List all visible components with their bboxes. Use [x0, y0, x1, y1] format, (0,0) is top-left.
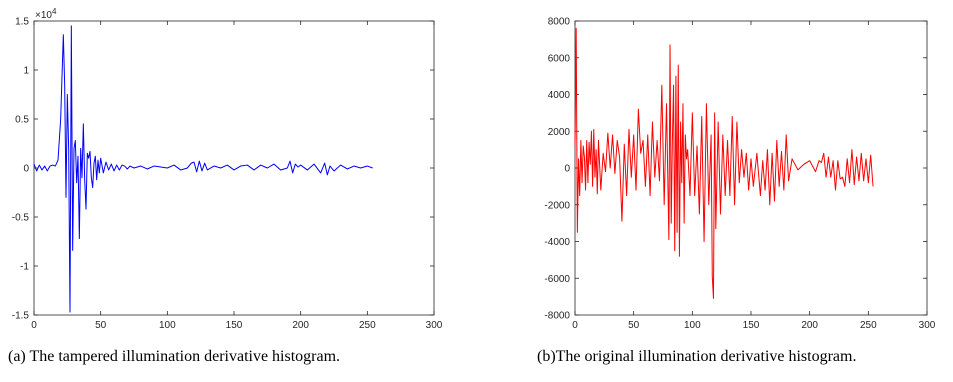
chart-0-x-tick-label: 200 — [292, 320, 309, 331]
chart-1-x-tick: 0 — [572, 21, 578, 331]
caption-original: (b)The original illumination derivative … — [537, 348, 857, 365]
chart-0-y-exponent-base: ×10 — [35, 10, 52, 21]
chart-0-y-exponent-power: 4 — [52, 7, 57, 16]
chart-0-y-tick: 1.5 — [15, 17, 434, 28]
chart-0-y-tick-label: 1 — [23, 66, 29, 77]
chart-1-x-tick-label: 0 — [572, 320, 578, 331]
chart-1-plot-area — [574, 20, 928, 316]
chart-0-x-tick-label: 300 — [426, 320, 443, 331]
chart-1-x-tick-label: 250 — [860, 320, 877, 331]
chart-1-x-tick: 250 — [860, 21, 877, 331]
chart-0-x-tick: 200 — [292, 21, 309, 331]
chart-0-x-tick-label: 150 — [226, 320, 243, 331]
chart-1-y-tick-label: 4000 — [548, 90, 571, 101]
chart-0-x-tick-label: 100 — [159, 320, 176, 331]
chart-0-y-tick: 0.5 — [15, 115, 434, 126]
chart-0-y-tick-label: -1.5 — [12, 311, 30, 322]
chart-0-y-tick-label: -1 — [20, 262, 29, 273]
chart-1-x-tick: 100 — [684, 21, 701, 331]
chart-1-y-tick: -8000 — [544, 311, 927, 322]
chart-1-y-tick-label: -2000 — [544, 200, 570, 211]
chart-0-plot-area — [33, 20, 435, 316]
chart-1-y-tick: -4000 — [544, 237, 927, 248]
chart-1-y-tick: 8000 — [548, 17, 927, 28]
chart-0-y-tick-label: 0 — [23, 164, 29, 175]
chart-0-x-tick: 50 — [95, 21, 107, 331]
chart-1-y-tick: -6000 — [544, 274, 927, 285]
chart-0-y-tick-label: 1.5 — [15, 17, 29, 28]
chart-1-y-tick-label: 0 — [564, 164, 570, 175]
chart-1-y-tick-label: -4000 — [544, 237, 570, 248]
chart-1-x-tick: 150 — [743, 21, 760, 331]
chart-1-y-tick-label: 6000 — [548, 53, 571, 64]
chart-1-x-tick-label: 50 — [628, 320, 640, 331]
chart-0-y-exponent: ×104 — [35, 7, 57, 21]
chart-1-y-tick-label: -8000 — [544, 311, 570, 322]
chart-1-x-tick: 200 — [801, 21, 818, 331]
original-histogram-chart: 0 50 100 150 200 250 300 -8000 -6000 -4000 -2000 0 2… — [544, 17, 936, 332]
chart-1-x-tick: 300 — [919, 21, 936, 331]
chart-0-y-tick: -1.5 — [12, 311, 434, 322]
chart-0-x-tick: 100 — [159, 21, 176, 331]
chart-0-x-tick: 300 — [426, 21, 443, 331]
chart-1-x-tick-label: 150 — [743, 320, 760, 331]
chart-1-x-tick-label: 300 — [919, 320, 936, 331]
chart-1-y-tick-label: -6000 — [544, 274, 570, 285]
chart-1-x-tick: 50 — [628, 21, 640, 331]
chart-0-x-tick: 0 — [31, 21, 37, 331]
chart-1-y-tick-label: 2000 — [548, 127, 571, 138]
chart-0-y-tick: -1 — [20, 262, 434, 273]
chart-0-series-line — [33, 25, 373, 313]
caption-tampered: (a) The tampered illumination derivative… — [8, 348, 341, 365]
chart-1-series-line — [574, 27, 874, 299]
chart-0-x-tick-label: 50 — [95, 320, 107, 331]
tampered-histogram-chart: 0 50 100 150 200 250 300 -1.5 -1 -0.5 0 0.5 1 1.5 ×104 — [12, 7, 443, 331]
chart-1-y-tick-label: 8000 — [548, 17, 571, 28]
chart-0-x-tick-label: 250 — [359, 320, 376, 331]
chart-1-x-tick-label: 100 — [684, 320, 701, 331]
chart-0-x-tick: 250 — [359, 21, 376, 331]
chart-0-x-tick: 150 — [226, 21, 243, 331]
chart-0-y-tick: -0.5 — [12, 213, 434, 224]
chart-1-x-tick-label: 200 — [801, 320, 818, 331]
chart-0-y-tick-label: 0.5 — [15, 115, 29, 126]
chart-0-y-tick: 1 — [23, 66, 434, 77]
chart-0-x-tick-label: 0 — [31, 320, 37, 331]
chart-0-y-tick-label: -0.5 — [12, 213, 30, 224]
